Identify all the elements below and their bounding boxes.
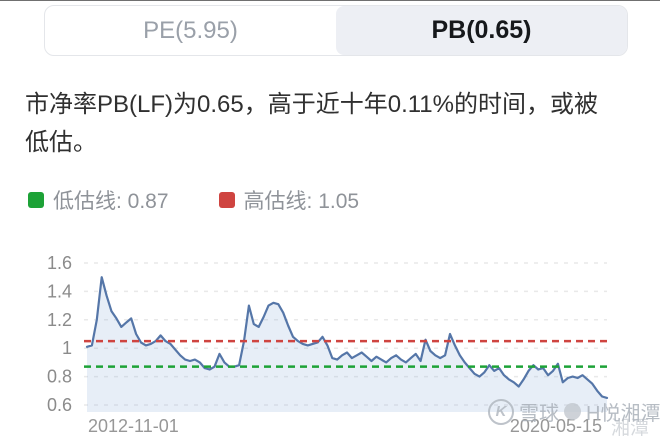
pb-line — [85, 276, 609, 399]
valuation-tabbar: PE(5.95) PB(0.65) — [44, 5, 628, 56]
undervalued-label: 低估线: 0.87 — [53, 190, 169, 213]
tab-pb[interactable]: PB(0.65) — [336, 6, 627, 55]
undervalued-swatch-icon — [28, 192, 44, 208]
y-tick-label: 0.8 — [47, 367, 72, 387]
y-tick-label: 1.2 — [47, 310, 72, 330]
x-axis-start-label: 2012-11-01 — [88, 416, 179, 436]
chart-legend: 低估线: 0.87 高估线: 1.05 — [28, 185, 359, 215]
tab-pe[interactable]: PE(5.95) — [143, 16, 238, 44]
legend-item-undervalued[interactable]: 低估线: 0.87 — [28, 185, 169, 215]
y-tick-label: 1.4 — [47, 281, 72, 301]
pb-history-chart[interactable]: 1.6 1.4 1.2 1 0.8 0.6 2012-11-01 2020-05-15 — [0, 240, 660, 443]
y-tick-label: 0.6 — [47, 395, 72, 415]
pb-area — [87, 277, 607, 412]
overvalued-swatch-icon — [218, 192, 235, 208]
x-axis-end-label: 2020-05-15 — [510, 416, 602, 436]
y-tick-label: 1 — [62, 338, 72, 358]
legend-item-overvalued[interactable]: 高估线: 1.05 — [218, 185, 360, 215]
summary-line-2: 低估。 — [25, 129, 97, 156]
summary-line-1: 市净率PB(LF)为0.65，高于近十年0.11%的时间，或被 — [25, 91, 598, 118]
screen-top-edge — [0, 0, 660, 1]
overvalued-label: 高估线: 1.05 — [243, 190, 360, 213]
y-tick-label: 1.6 — [47, 253, 72, 273]
valuation-summary-text: 市净率PB(LF)为0.65，高于近十年0.11%的时间，或被 低估。 — [25, 86, 657, 162]
